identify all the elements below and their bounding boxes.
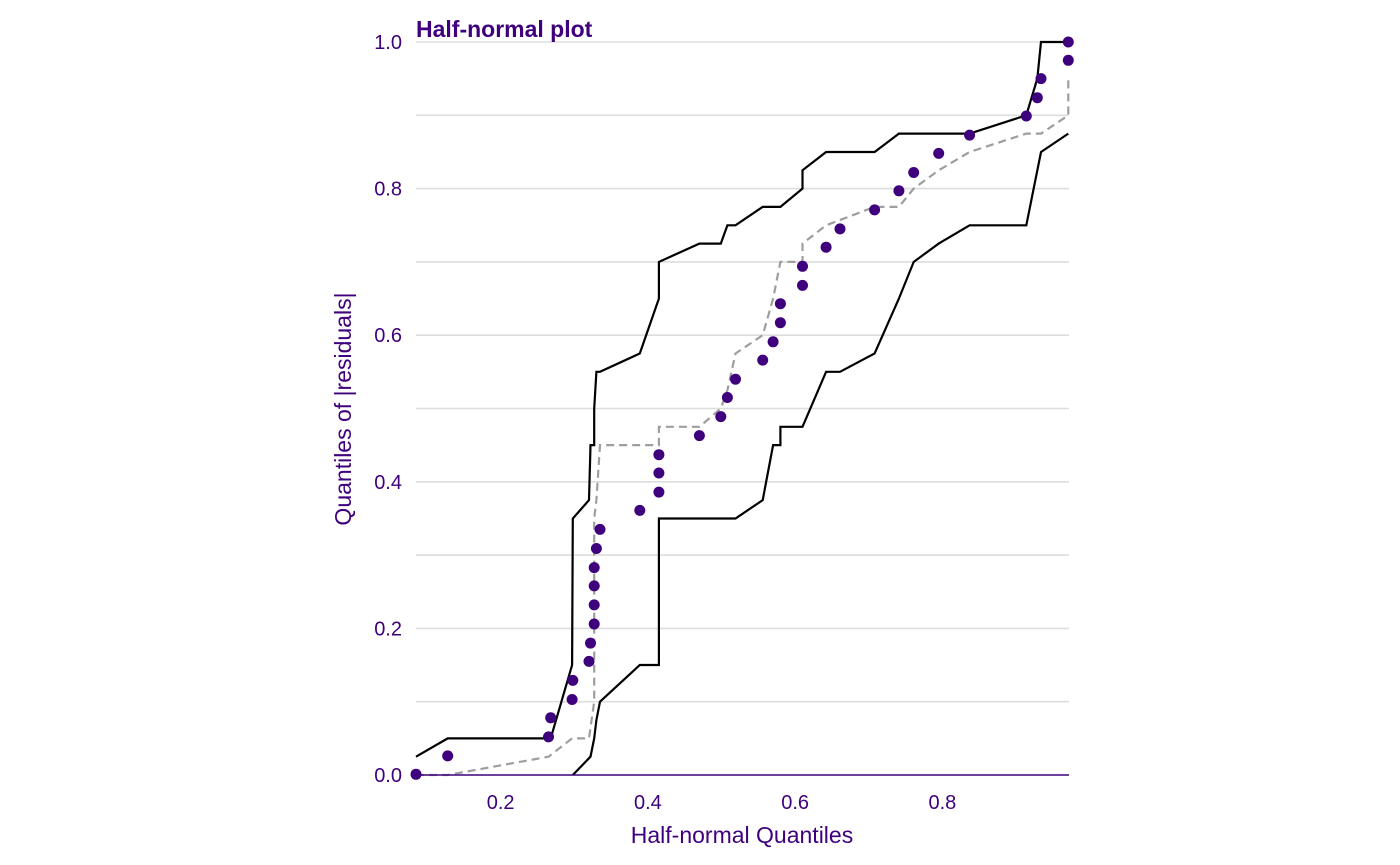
- data-point: [588, 618, 600, 630]
- data-point: [1035, 73, 1047, 85]
- data-point: [693, 430, 705, 442]
- y-tick-label: 0.8: [374, 179, 402, 201]
- data-point: [797, 260, 808, 272]
- data-point: [567, 674, 579, 686]
- envelope-upper-line: [415, 40, 1069, 758]
- data-point: [653, 486, 665, 498]
- data-point: [590, 543, 602, 554]
- data-point: [730, 373, 741, 385]
- data-point: [964, 129, 976, 141]
- data-point: [566, 694, 578, 705]
- data-point: [774, 317, 786, 329]
- data-point: [634, 504, 646, 516]
- data-point: [653, 467, 665, 479]
- y-axis-ticks: 0.0 0.2 0.4 0.6 0.8 1.0: [374, 32, 402, 787]
- residual-points: [410, 36, 1074, 780]
- x-tick-label: 0.4: [634, 792, 662, 814]
- y-axis-title: Quantiles of |residuals|: [330, 292, 356, 525]
- data-point: [442, 750, 454, 762]
- x-axis-ticks: 0.2 0.4 0.6 0.8: [487, 792, 957, 814]
- data-point: [933, 147, 945, 159]
- y-tick-label: 1.0: [374, 32, 402, 54]
- data-point: [588, 599, 600, 611]
- data-point: [1020, 110, 1032, 122]
- y-tick-label: 0.6: [374, 325, 402, 347]
- chart-title: Half-normal plot: [416, 16, 593, 42]
- data-point: [545, 712, 557, 724]
- simulation-envelope: [415, 40, 1069, 776]
- gridlines: [416, 41, 1069, 703]
- data-point: [834, 223, 846, 235]
- data-point: [908, 167, 920, 178]
- y-tick-label: 0.2: [374, 618, 402, 640]
- data-point: [869, 204, 881, 216]
- data-point: [893, 185, 905, 197]
- data-point: [594, 523, 606, 535]
- data-point: [1062, 54, 1074, 66]
- data-point: [715, 411, 727, 423]
- data-point: [774, 298, 786, 310]
- data-point: [1031, 92, 1043, 104]
- data-point: [820, 241, 832, 253]
- median-line: [416, 78, 1070, 777]
- x-tick-label: 0.8: [928, 792, 956, 814]
- data-point: [653, 449, 665, 461]
- data-point: [588, 580, 600, 592]
- data-point: [1062, 36, 1074, 48]
- data-point: [588, 562, 600, 574]
- data-point: [543, 731, 554, 743]
- data-point: [410, 768, 422, 780]
- y-tick-label: 0.0: [374, 765, 402, 787]
- data-point: [757, 354, 769, 366]
- y-tick-label: 0.4: [374, 472, 402, 494]
- data-point: [797, 279, 808, 291]
- data-point: [585, 637, 596, 649]
- x-tick-label: 0.2: [487, 792, 515, 814]
- median-reference-line: [416, 78, 1070, 777]
- envelope-lower-line: [572, 132, 1069, 776]
- data-point: [583, 655, 595, 667]
- data-point: [767, 336, 779, 348]
- x-tick-label: 0.6: [781, 792, 809, 814]
- x-axis-title: Half-normal Quantiles: [631, 822, 853, 848]
- data-point: [721, 392, 733, 403]
